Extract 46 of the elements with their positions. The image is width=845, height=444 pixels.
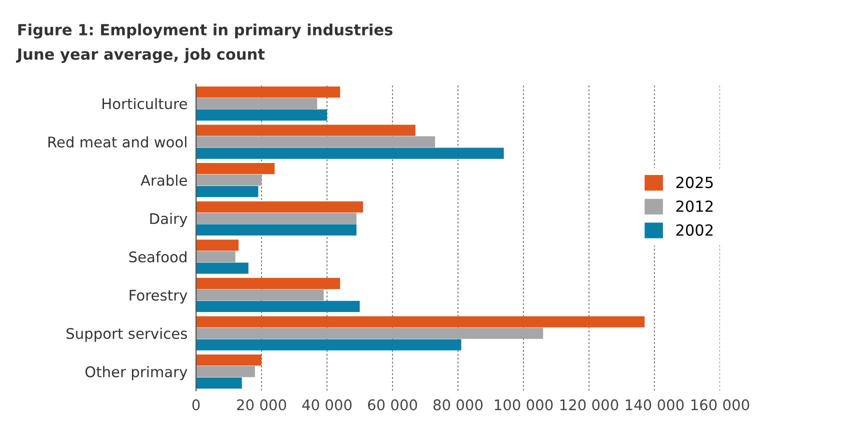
legend-label: 2012 <box>676 200 713 212</box>
bar <box>196 224 356 236</box>
bar <box>196 186 258 198</box>
bar <box>196 109 328 121</box>
bar <box>196 212 356 224</box>
y-tick-label: Arable <box>140 174 187 186</box>
legend-label: 2002 <box>676 224 713 236</box>
bar <box>196 124 416 136</box>
bar <box>196 328 544 339</box>
bar <box>196 262 248 274</box>
bar <box>196 240 239 251</box>
bar <box>196 366 255 378</box>
x-tick-label: 40 000 <box>302 399 352 410</box>
y-tick-label: Support services <box>66 328 187 342</box>
x-tick-label: 80 000 <box>433 399 483 410</box>
bar <box>196 201 364 212</box>
chart-subtitle: June year average, job count <box>16 48 265 63</box>
y-tick-label: Horticulture <box>102 98 187 110</box>
x-tick-label: 140 000 <box>626 399 684 410</box>
y-tick-label: Forestry <box>130 290 188 304</box>
bar <box>196 251 236 262</box>
bar <box>196 174 262 186</box>
bar <box>196 148 504 159</box>
x-tick-label: 60 000 <box>368 399 418 410</box>
bar <box>196 377 242 389</box>
bar <box>196 289 324 301</box>
bar <box>196 136 436 148</box>
bar <box>196 339 462 350</box>
x-tick-label: 20 000 <box>237 399 286 410</box>
y-tick-label: Red meat and wool <box>48 136 186 148</box>
x-tick-label: 120 000 <box>560 399 618 410</box>
legend-label: 2025 <box>676 176 713 188</box>
bar <box>196 98 318 110</box>
bar <box>196 354 262 366</box>
chart-title: Figure 1: Employment in primary industries <box>18 24 392 39</box>
x-tick-label: 100 000 <box>494 399 553 410</box>
x-tick-label: 0 <box>192 399 200 410</box>
y-tick-label: Seafood <box>129 251 186 262</box>
y-tick-label: Dairy <box>150 212 188 227</box>
bar <box>196 278 340 290</box>
x-tick-label: 160 000 <box>691 399 750 410</box>
bar <box>196 86 340 98</box>
y-tick-label: Other primary <box>85 366 188 380</box>
bar <box>196 316 645 328</box>
bar <box>196 163 275 174</box>
bar <box>196 300 360 312</box>
